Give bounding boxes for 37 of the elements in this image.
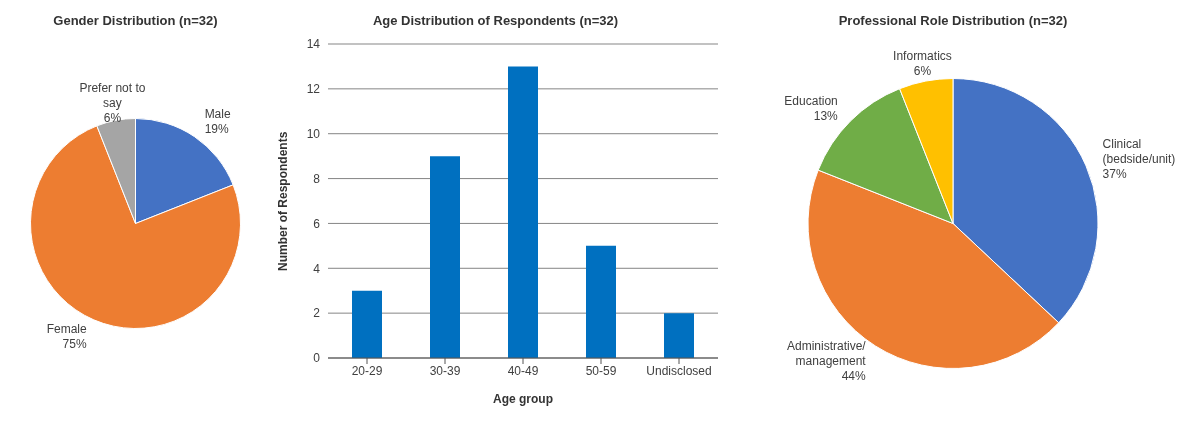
data-label: 19% (204, 122, 229, 137)
bar (508, 66, 538, 358)
bar (352, 290, 382, 358)
y-tick-label: 0 (313, 351, 321, 366)
y-axis-title: Number of Respondents (276, 131, 291, 271)
bar (430, 156, 460, 358)
data-label: 44% (841, 369, 866, 384)
bar (664, 313, 694, 358)
chart-title: Professional Role Distribution (n=32) (837, 12, 1069, 30)
data-label: 6% (103, 110, 122, 125)
chart-title: Age Distribution of Respondents (n=32) (371, 12, 620, 30)
slice-label: Clinical (bedside/unit) (1102, 136, 1176, 166)
bar (586, 245, 616, 358)
slice-label: Prefer not to say (79, 80, 146, 110)
data-label: 13% (813, 108, 839, 123)
data-label: 37% (1102, 166, 1127, 181)
slice-label: Male (204, 107, 231, 122)
x-tick-label: Undisclosed (646, 363, 712, 378)
data-label: 75% (62, 336, 87, 351)
slice-label: Female (46, 321, 87, 336)
y-tick-label: 8 (313, 171, 321, 186)
x-tick-label: 30-39 (429, 363, 461, 378)
y-tick-label: 2 (313, 306, 321, 321)
y-tick-label: 4 (313, 261, 321, 276)
slice-label: Administrative/ management (786, 339, 867, 369)
x-axis-title: Age group (493, 392, 553, 406)
y-tick-label: 12 (306, 82, 321, 97)
x-tick-label: 20-29 (351, 363, 383, 378)
chart-title: Gender Distribution (n=32) (52, 12, 219, 30)
y-tick-label: 6 (313, 216, 321, 231)
slice-label: Education (784, 93, 838, 108)
slice-label: Informatics (893, 48, 952, 63)
x-tick-label: 40-49 (507, 363, 539, 378)
y-tick-label: 14 (306, 37, 321, 52)
y-tick-label: 10 (306, 126, 321, 141)
data-label: 6% (913, 63, 932, 78)
x-tick-label: 50-59 (585, 363, 617, 378)
